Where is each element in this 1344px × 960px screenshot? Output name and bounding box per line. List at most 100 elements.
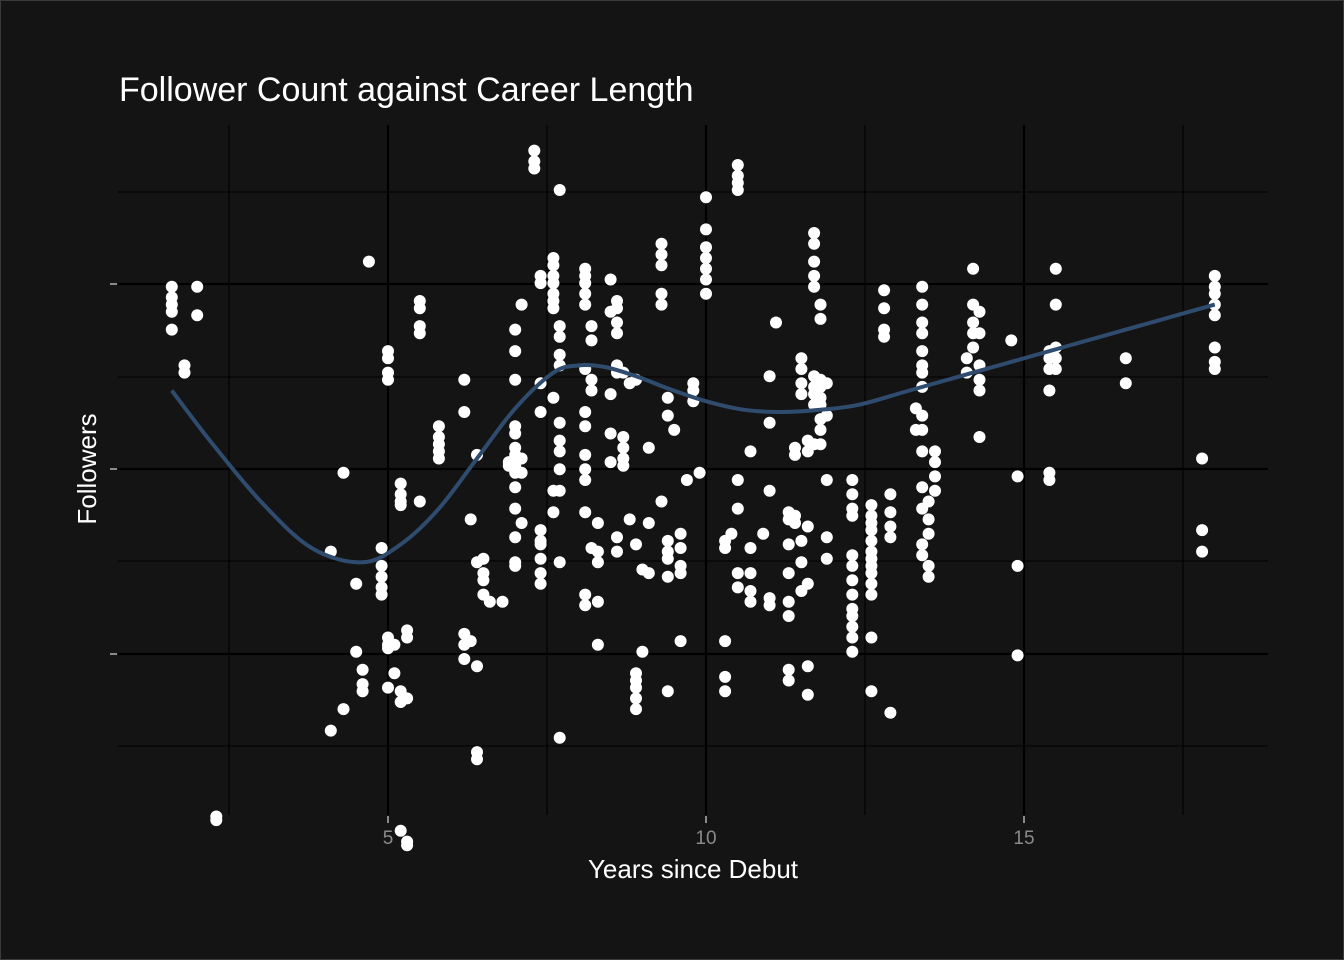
data-point	[509, 427, 522, 440]
data-point	[191, 280, 204, 293]
data-point	[731, 184, 744, 196]
data-point	[782, 595, 795, 608]
data-point	[1119, 352, 1132, 365]
data-point	[865, 631, 878, 644]
data-point	[916, 445, 929, 458]
data-point	[719, 685, 732, 698]
data-point	[719, 635, 732, 648]
data-point	[553, 416, 566, 429]
data-point	[528, 144, 541, 157]
data-point	[731, 581, 744, 594]
data-point	[477, 574, 490, 587]
data-point	[382, 373, 394, 386]
data-point	[401, 839, 414, 852]
data-point	[661, 391, 674, 404]
data-point	[579, 463, 592, 476]
data-point	[1049, 262, 1062, 275]
data-point	[1049, 298, 1062, 311]
data-point	[744, 542, 757, 554]
data-point	[655, 495, 668, 508]
data-point	[553, 731, 566, 744]
data-point	[1005, 334, 1018, 347]
data-point	[617, 459, 630, 472]
data-point	[789, 448, 801, 461]
data-point	[604, 427, 617, 440]
data-point	[929, 445, 941, 458]
data-point	[534, 538, 547, 551]
data-point	[960, 352, 973, 365]
data-point	[801, 688, 814, 701]
data-point	[916, 409, 929, 422]
data-point	[178, 366, 191, 379]
data-point	[553, 484, 566, 497]
data-point	[394, 499, 407, 512]
data-point	[611, 545, 623, 558]
data-point	[789, 517, 801, 529]
data-point	[630, 703, 642, 716]
data-point	[929, 456, 941, 469]
data-point	[630, 538, 642, 551]
data-point	[973, 431, 986, 443]
data-point	[1011, 649, 1024, 662]
data-point	[820, 552, 833, 565]
data-point	[929, 484, 941, 497]
data-point	[579, 420, 592, 433]
data-point	[534, 406, 547, 418]
data-point	[846, 559, 859, 572]
data-point	[801, 660, 814, 673]
data-point	[846, 488, 859, 501]
data-point	[1043, 384, 1056, 397]
data-point	[458, 406, 471, 418]
data-point	[553, 330, 566, 343]
data-point	[375, 542, 388, 554]
data-point	[553, 434, 566, 447]
data-point	[413, 302, 426, 315]
data-point	[661, 570, 674, 583]
data-point	[922, 527, 935, 540]
data-point	[165, 323, 178, 336]
data-point	[553, 184, 566, 196]
y-axis-title: Followers	[72, 413, 102, 524]
data-point	[846, 610, 859, 622]
data-point	[808, 227, 821, 239]
data-point	[509, 502, 522, 515]
chart-title: Follower Count against Career Length	[119, 71, 694, 109]
data-point	[782, 663, 795, 676]
data-point	[655, 259, 668, 272]
data-point	[846, 474, 859, 486]
data-point	[642, 441, 655, 454]
data-point	[865, 685, 878, 698]
data-point	[534, 277, 547, 290]
data-point	[744, 585, 757, 597]
data-point	[655, 248, 668, 261]
data-point	[547, 259, 560, 272]
data-point	[916, 366, 929, 379]
data-point	[655, 237, 668, 250]
data-point	[700, 287, 712, 300]
data-point	[655, 287, 668, 300]
data-point	[929, 470, 941, 483]
data-point	[820, 474, 833, 486]
data-point	[922, 570, 935, 583]
data-point	[916, 345, 929, 358]
data-point	[916, 327, 929, 340]
data-point	[630, 692, 642, 705]
data-point	[655, 298, 668, 311]
data-point	[1043, 474, 1056, 486]
data-point	[579, 406, 592, 418]
data-point	[865, 567, 878, 580]
data-point	[591, 595, 604, 608]
x-axis-ticks: 5 10 15	[383, 816, 1035, 849]
data-point	[611, 531, 623, 544]
data-point	[165, 280, 178, 293]
data-point	[782, 610, 795, 622]
data-point	[795, 377, 808, 390]
data-point	[458, 373, 471, 386]
data-point	[846, 645, 859, 658]
data-point	[432, 452, 445, 465]
data-point	[916, 298, 929, 311]
data-point	[846, 549, 859, 562]
data-point	[782, 567, 795, 580]
data-point	[515, 298, 528, 311]
data-point	[611, 302, 623, 315]
